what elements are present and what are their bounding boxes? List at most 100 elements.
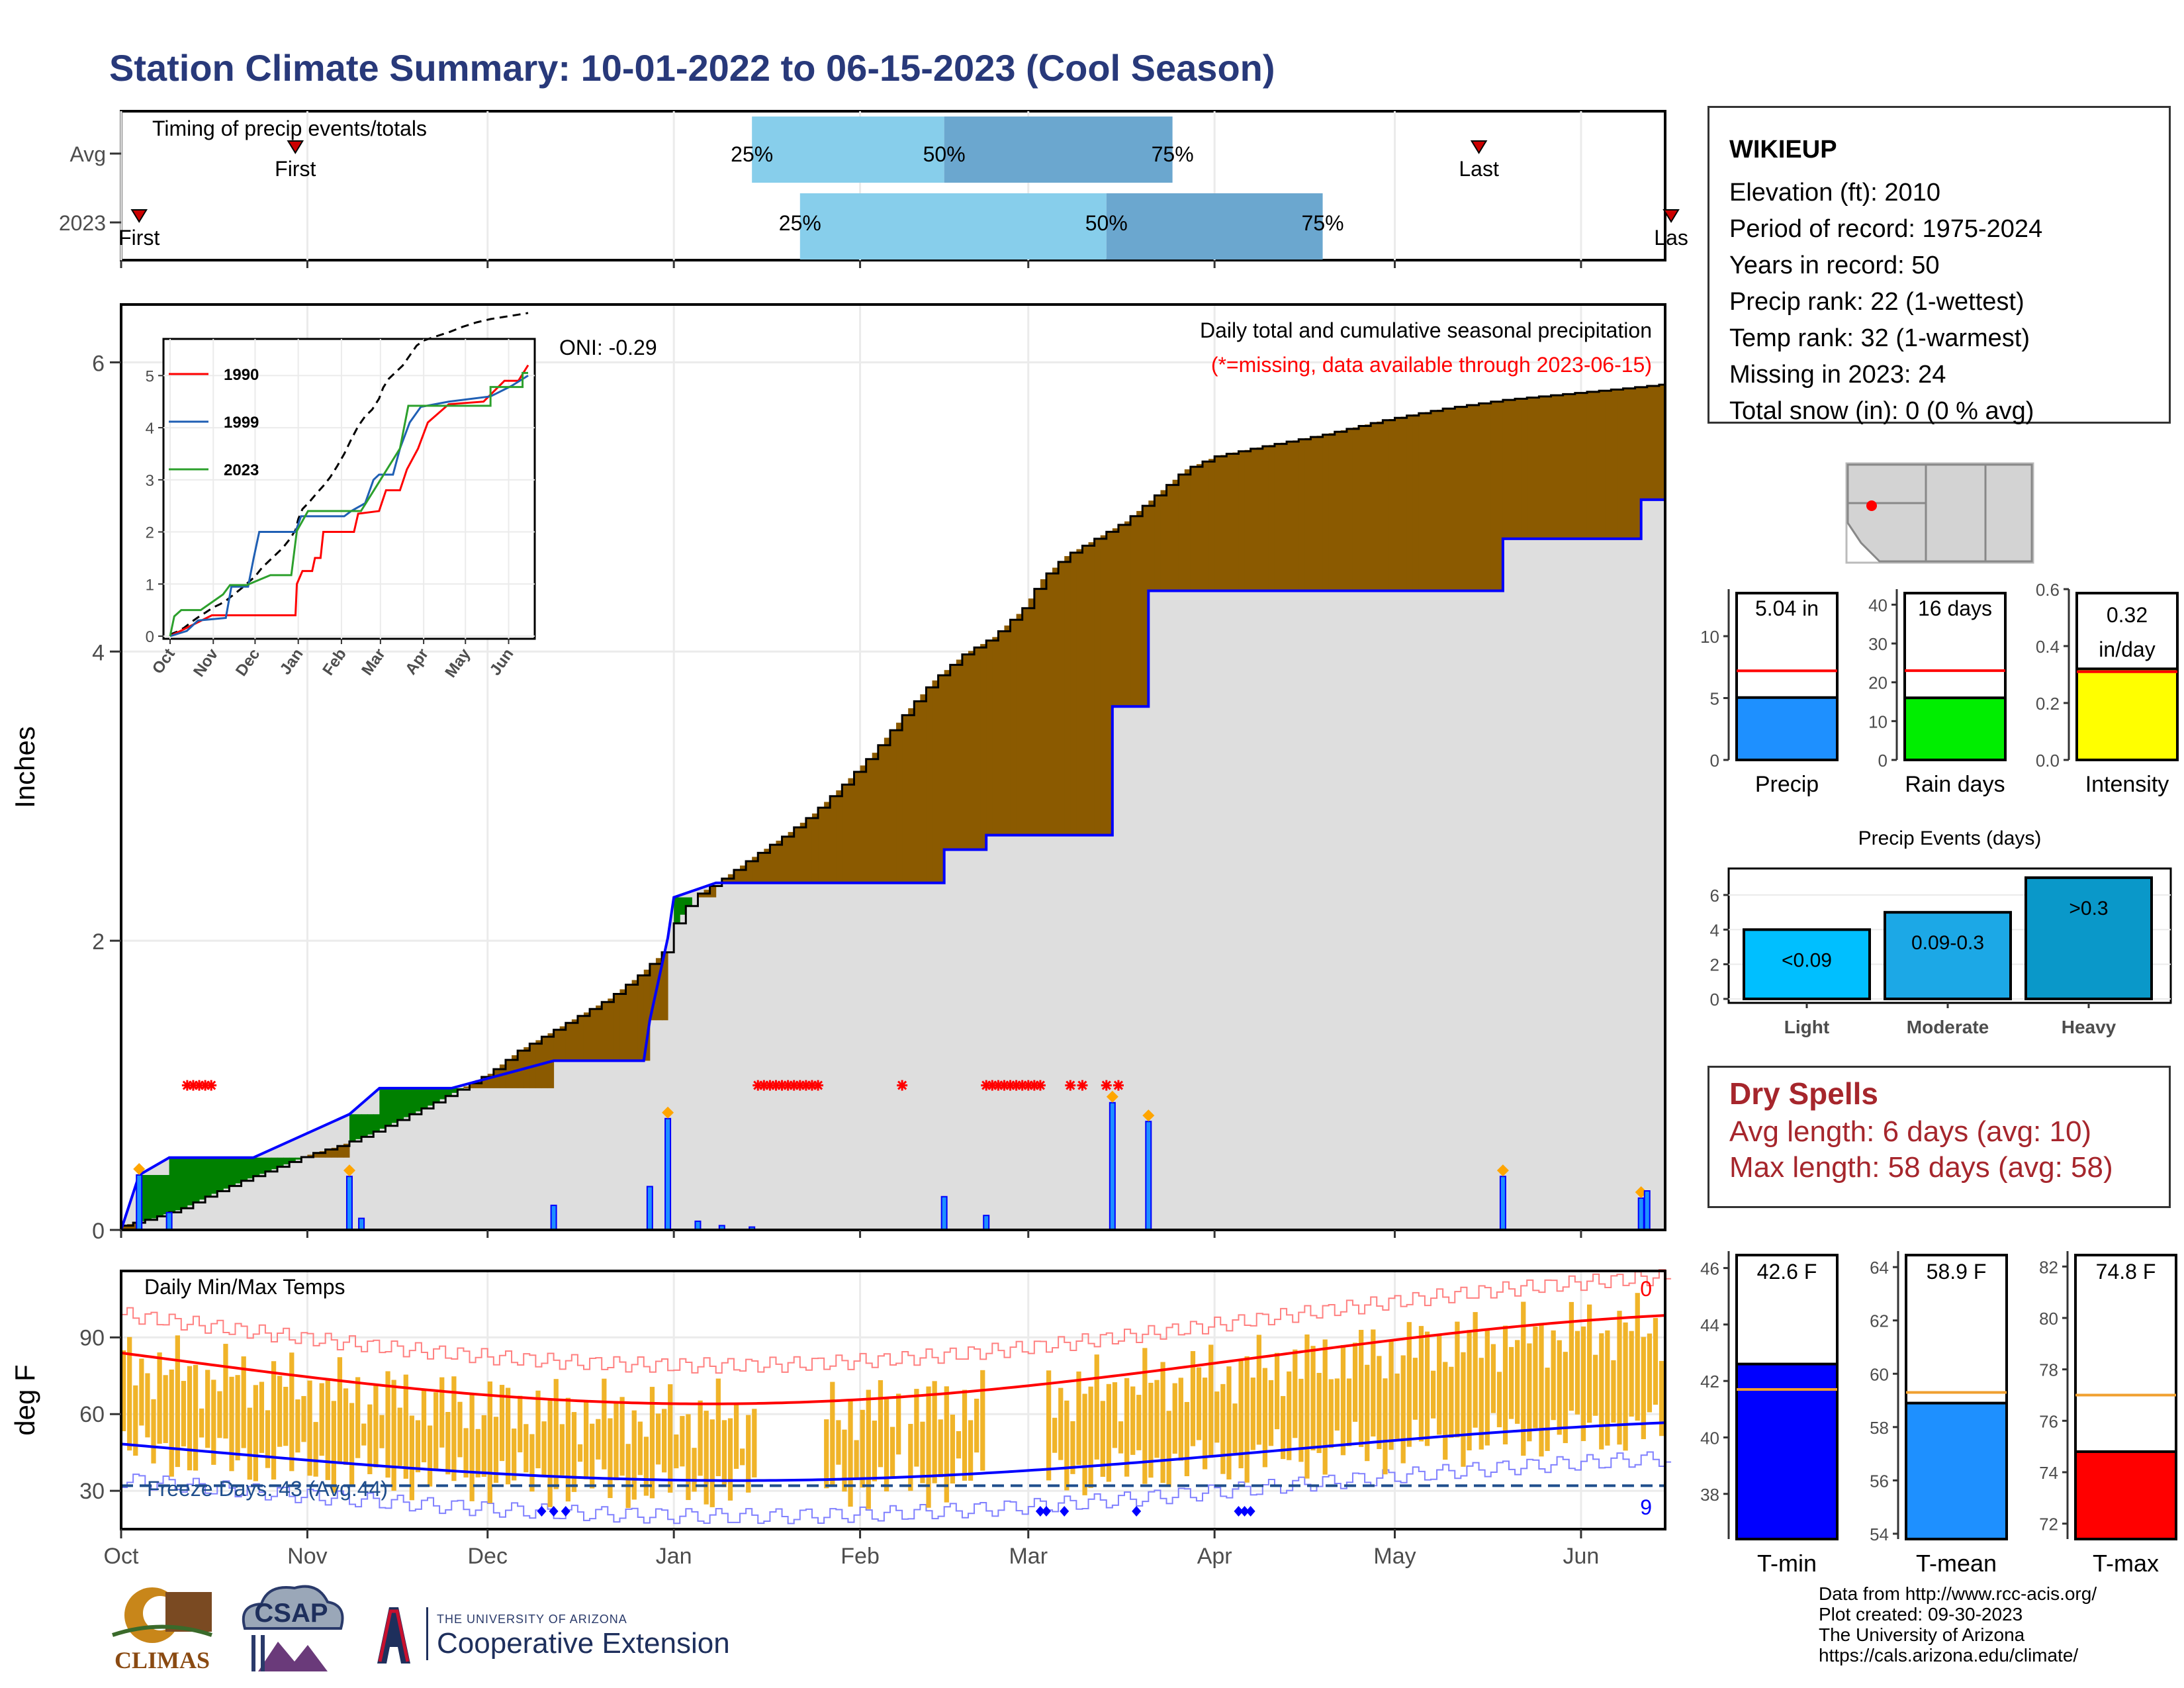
daily-temp-bar (1082, 1393, 1087, 1495)
dry-spells-title: Dry Spells (1729, 1076, 1878, 1111)
oni-label: ONI: -0.29 (559, 336, 657, 359)
station-years: Years in record: 50 (1729, 252, 1940, 279)
deficit-fill (655, 958, 662, 1021)
daily-temp-bar (313, 1422, 318, 1477)
deficit-fill (1527, 397, 1533, 539)
daily-precip-bar (345, 1176, 353, 1231)
deficit-fill (571, 1019, 578, 1061)
small-bar-y-tick-label: 38 (1700, 1485, 1719, 1505)
surplus-fill (259, 1157, 266, 1174)
small-bar-value-5 (1903, 696, 2007, 761)
daily-temp-bar (211, 1380, 216, 1465)
surplus-fill (409, 1088, 416, 1115)
daily-temp-bar (590, 1423, 595, 1489)
daily-temp-bar (962, 1389, 968, 1481)
daily-temp-bar (1334, 1378, 1340, 1431)
credits: Data from http://www.rcc-acis.org/ Plot … (1819, 1583, 2097, 1665)
daily-temp-bar (721, 1420, 727, 1487)
small-bar-y-tick-label: 5 (1710, 689, 1719, 709)
missing-data-marker (764, 1080, 776, 1091)
avg-low-line (120, 1421, 1666, 1482)
deficit-fill (1184, 469, 1191, 591)
daily-temp-bar (631, 1410, 637, 1500)
deficit-fill (926, 687, 933, 883)
surplus-fill (271, 1157, 278, 1170)
deficit-fill (980, 643, 987, 850)
temp-y-tick-label: 60 (79, 1402, 105, 1427)
daily-precip-marker (133, 1162, 146, 1175)
deficit-fill (1106, 532, 1113, 835)
deficit-fill (842, 784, 848, 883)
ua-logo (377, 1607, 428, 1664)
daily-temp-bar (1226, 1366, 1232, 1479)
daily-temp-bar (1563, 1352, 1568, 1444)
deficit-fill (493, 1069, 500, 1088)
daily-temp-bar (866, 1389, 871, 1509)
daily-temp-bar (1496, 1372, 1502, 1428)
station-temp-rank: Temp rank: 32 (1-warmest) (1729, 324, 2030, 352)
daily-temp-bar (674, 1434, 679, 1469)
deficit-fill (499, 1064, 506, 1088)
timing-bar-q50-q75 (944, 117, 1173, 183)
deficit-fill (1148, 500, 1155, 591)
surplus-fill (445, 1088, 452, 1096)
timing-row-label: Avg (69, 142, 106, 166)
deficit-fill (836, 790, 842, 883)
deficit-fill (992, 637, 999, 835)
surplus-fill (361, 1114, 368, 1137)
freeze-day-marker (1060, 1505, 1069, 1517)
deficit-fill (121, 1225, 128, 1230)
deficit-fill (565, 1023, 572, 1061)
station-name: WIKIEUP (1729, 136, 1837, 164)
daily-temp-bar (884, 1399, 889, 1491)
small-bar-y-tick-label: 0 (1878, 751, 1888, 771)
daily-temp-bar (181, 1381, 187, 1447)
daily-precip-bar (165, 1211, 173, 1231)
deficit-fill (1623, 388, 1630, 539)
missing-data-marker (981, 1080, 992, 1091)
deficit-fill (1322, 434, 1330, 591)
daily-temp-bar (752, 1409, 757, 1477)
freeze-day-marker (1234, 1505, 1244, 1517)
daily-temp-bar (1365, 1364, 1370, 1462)
deficit-fill (1653, 385, 1660, 500)
deficit-fill (1166, 485, 1173, 591)
deficit-fill (884, 737, 891, 883)
daily-temp-bar (379, 1415, 385, 1448)
daily-temp-bar (1377, 1356, 1382, 1450)
surplus-fill (211, 1157, 218, 1194)
small-bar-value-6 (2075, 667, 2179, 762)
deficit-fill (902, 715, 909, 883)
daily-temp-bar (163, 1375, 168, 1443)
daily-temp-bar (583, 1401, 589, 1479)
daily-temp-bar (896, 1393, 901, 1455)
x-axis-tick-label: Apr (1197, 1544, 1232, 1569)
inset-legend-label: 1999 (224, 414, 259, 432)
precip-bar-label: 5.04 in (1755, 596, 1819, 620)
freeze-day-marker (1041, 1505, 1051, 1517)
x-axis-tick-label: Dec (468, 1544, 508, 1569)
deficit-fill (1328, 433, 1336, 591)
deficit-fill (721, 878, 729, 883)
surplus-fill (187, 1157, 194, 1205)
small-bar-y-tick-label: 0 (1710, 751, 1719, 771)
deficit-fill (643, 969, 651, 1061)
surplus-fill (175, 1157, 182, 1211)
freeze-day-marker (1246, 1505, 1255, 1517)
deficit-fill (1437, 410, 1443, 591)
deficit-fill (1377, 421, 1383, 591)
deficit-fill (1443, 408, 1449, 591)
daily-temp-bar (1208, 1344, 1214, 1458)
deficit-fill (908, 708, 915, 883)
daily-precip-marker (1142, 1109, 1155, 1122)
temp-y-axis-label: deg F (9, 1364, 40, 1435)
missing-data-marker (993, 1080, 1004, 1091)
daily-temp-bar (872, 1421, 877, 1481)
temp-y-tick-label: 30 (79, 1479, 105, 1504)
daily-temp-bar (1328, 1379, 1334, 1448)
deficit-fill (1365, 424, 1371, 591)
deficit-fill (1281, 442, 1287, 591)
cumulative-2023-line (120, 498, 1665, 1231)
events-bar (1743, 928, 1871, 1000)
deficit-fill (1629, 387, 1636, 539)
